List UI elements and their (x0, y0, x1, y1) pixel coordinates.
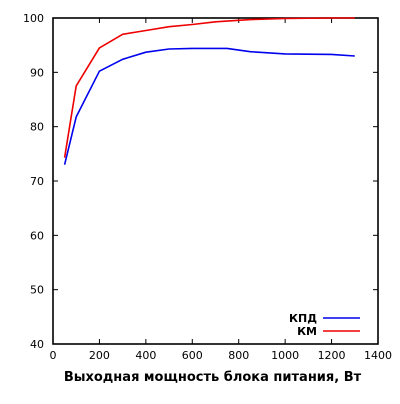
x-tick-label: 400 (135, 349, 156, 362)
y-tick-label: 40 (30, 338, 44, 351)
x-tick-label: 1200 (318, 349, 346, 362)
legend-label: КПД (289, 312, 317, 325)
y-tick-label: 70 (30, 175, 44, 188)
x-tick-label: 0 (50, 349, 57, 362)
series-lines (63, 17, 355, 165)
x-tick-label: 1000 (271, 349, 299, 362)
x-axis-title: Выходная мощность блока питания, Вт (64, 370, 362, 385)
y-tick-label: 90 (30, 66, 44, 79)
legend-label: КМ (297, 325, 317, 338)
y-tick-label: 60 (30, 229, 44, 242)
x-tick-label: 600 (182, 349, 203, 362)
x-tick-label: 800 (228, 349, 249, 362)
series-line-km (63, 17, 355, 158)
series-line-kpd (63, 47, 355, 165)
plot-frame (52, 17, 379, 345)
y-tick-label: 100 (23, 12, 44, 25)
y-tick-label: 80 (30, 121, 44, 134)
x-tick-label: 200 (89, 349, 110, 362)
axes: 0 200 400 600 800 1000 1200 1400 40 50 60 70 80 90 100 (23, 12, 392, 362)
x-tick-label: 1400 (364, 349, 392, 362)
y-tick-label: 50 (30, 284, 44, 297)
